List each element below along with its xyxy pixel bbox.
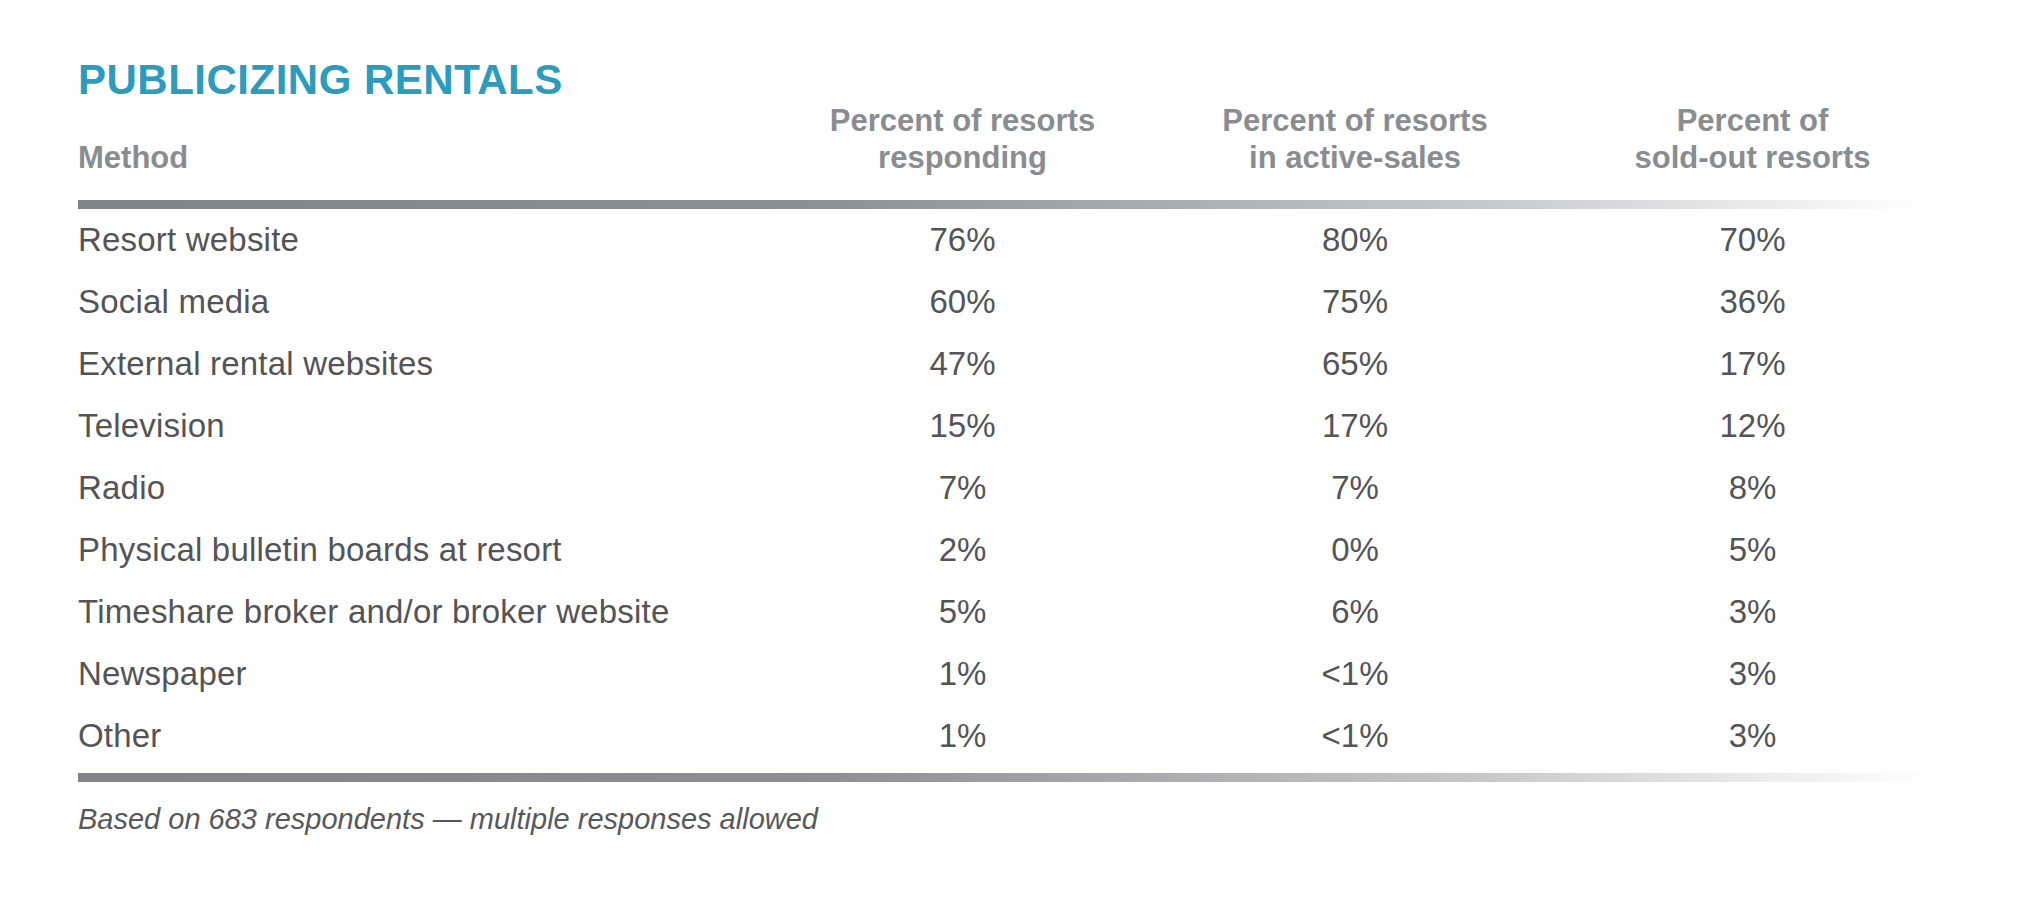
responding-cell: 1%: [770, 655, 1155, 693]
active-sales-cell: 75%: [1155, 283, 1555, 321]
table-row: Television 15% 17% 12%: [78, 395, 1950, 457]
bottom-divider-rule: [78, 773, 1950, 782]
sold-out-cell: 3%: [1555, 655, 1950, 693]
responding-cell: 15%: [770, 407, 1155, 445]
publicizing-rentals-table-graphic: PUBLICIZING RENTALS Method Percent of re…: [0, 0, 2025, 900]
sold-out-cell: 3%: [1555, 717, 1950, 755]
responding-cell: 76%: [770, 221, 1155, 259]
active-sales-cell: 6%: [1155, 593, 1555, 631]
method-cell: External rental websites: [78, 345, 770, 383]
active-sales-cell: <1%: [1155, 717, 1555, 755]
column-header-responding: Percent of resortsresponding: [770, 102, 1155, 176]
sold-out-cell: 8%: [1555, 469, 1950, 507]
responding-cell: 60%: [770, 283, 1155, 321]
active-sales-cell: 7%: [1155, 469, 1555, 507]
table-body: Resort website 76% 80% 70% Social media …: [78, 209, 1950, 767]
column-header-sold-out-line2: sold-out resorts: [1635, 140, 1871, 175]
sold-out-cell: 17%: [1555, 345, 1950, 383]
column-header-active-sales-line1: Percent of resorts: [1222, 103, 1487, 138]
method-cell: Resort website: [78, 221, 770, 259]
method-cell: Social media: [78, 283, 770, 321]
column-header-sold-out: Percent ofsold-out resorts: [1555, 102, 1950, 176]
responding-cell: 7%: [770, 469, 1155, 507]
table-row: Timeshare broker and/or broker website 5…: [78, 581, 1950, 643]
sold-out-cell: 5%: [1555, 531, 1950, 569]
active-sales-cell: <1%: [1155, 655, 1555, 693]
responding-cell: 47%: [770, 345, 1155, 383]
column-header-method: Method: [78, 139, 770, 176]
column-header-responding-line1: Percent of resorts: [830, 103, 1095, 138]
sold-out-cell: 3%: [1555, 593, 1950, 631]
method-cell: Radio: [78, 469, 770, 507]
column-header-responding-line2: responding: [878, 140, 1047, 175]
active-sales-cell: 80%: [1155, 221, 1555, 259]
footnote: Based on 683 respondents — multiple resp…: [78, 802, 1950, 836]
method-cell: Television: [78, 407, 770, 445]
sold-out-cell: 12%: [1555, 407, 1950, 445]
method-cell: Newspaper: [78, 655, 770, 693]
table-row: External rental websites 47% 65% 17%: [78, 333, 1950, 395]
table-row: Radio 7% 7% 8%: [78, 457, 1950, 519]
table-row: Social media 60% 75% 36%: [78, 271, 1950, 333]
table-row: Physical bulletin boards at resort 2% 0%…: [78, 519, 1950, 581]
active-sales-cell: 0%: [1155, 531, 1555, 569]
table-row: Resort website 76% 80% 70%: [78, 209, 1950, 271]
page-title: PUBLICIZING RENTALS: [78, 60, 1950, 100]
active-sales-cell: 65%: [1155, 345, 1555, 383]
responding-cell: 1%: [770, 717, 1155, 755]
sold-out-cell: 36%: [1555, 283, 1950, 321]
table-row: Other 1% <1% 3%: [78, 705, 1950, 767]
active-sales-cell: 17%: [1155, 407, 1555, 445]
table-header-row: Method Percent of resortsresponding Perc…: [78, 102, 1950, 176]
responding-cell: 2%: [770, 531, 1155, 569]
column-header-active-sales: Percent of resortsin active-sales: [1155, 102, 1555, 176]
column-header-active-sales-line2: in active-sales: [1249, 140, 1461, 175]
content-area: PUBLICIZING RENTALS Method Percent of re…: [0, 0, 2025, 836]
column-header-sold-out-line1: Percent of: [1677, 103, 1829, 138]
method-cell: Physical bulletin boards at resort: [78, 531, 770, 569]
method-cell: Timeshare broker and/or broker website: [78, 593, 770, 631]
top-divider-rule: [78, 200, 1950, 209]
responding-cell: 5%: [770, 593, 1155, 631]
method-cell: Other: [78, 717, 770, 755]
table-row: Newspaper 1% <1% 3%: [78, 643, 1950, 705]
sold-out-cell: 70%: [1555, 221, 1950, 259]
